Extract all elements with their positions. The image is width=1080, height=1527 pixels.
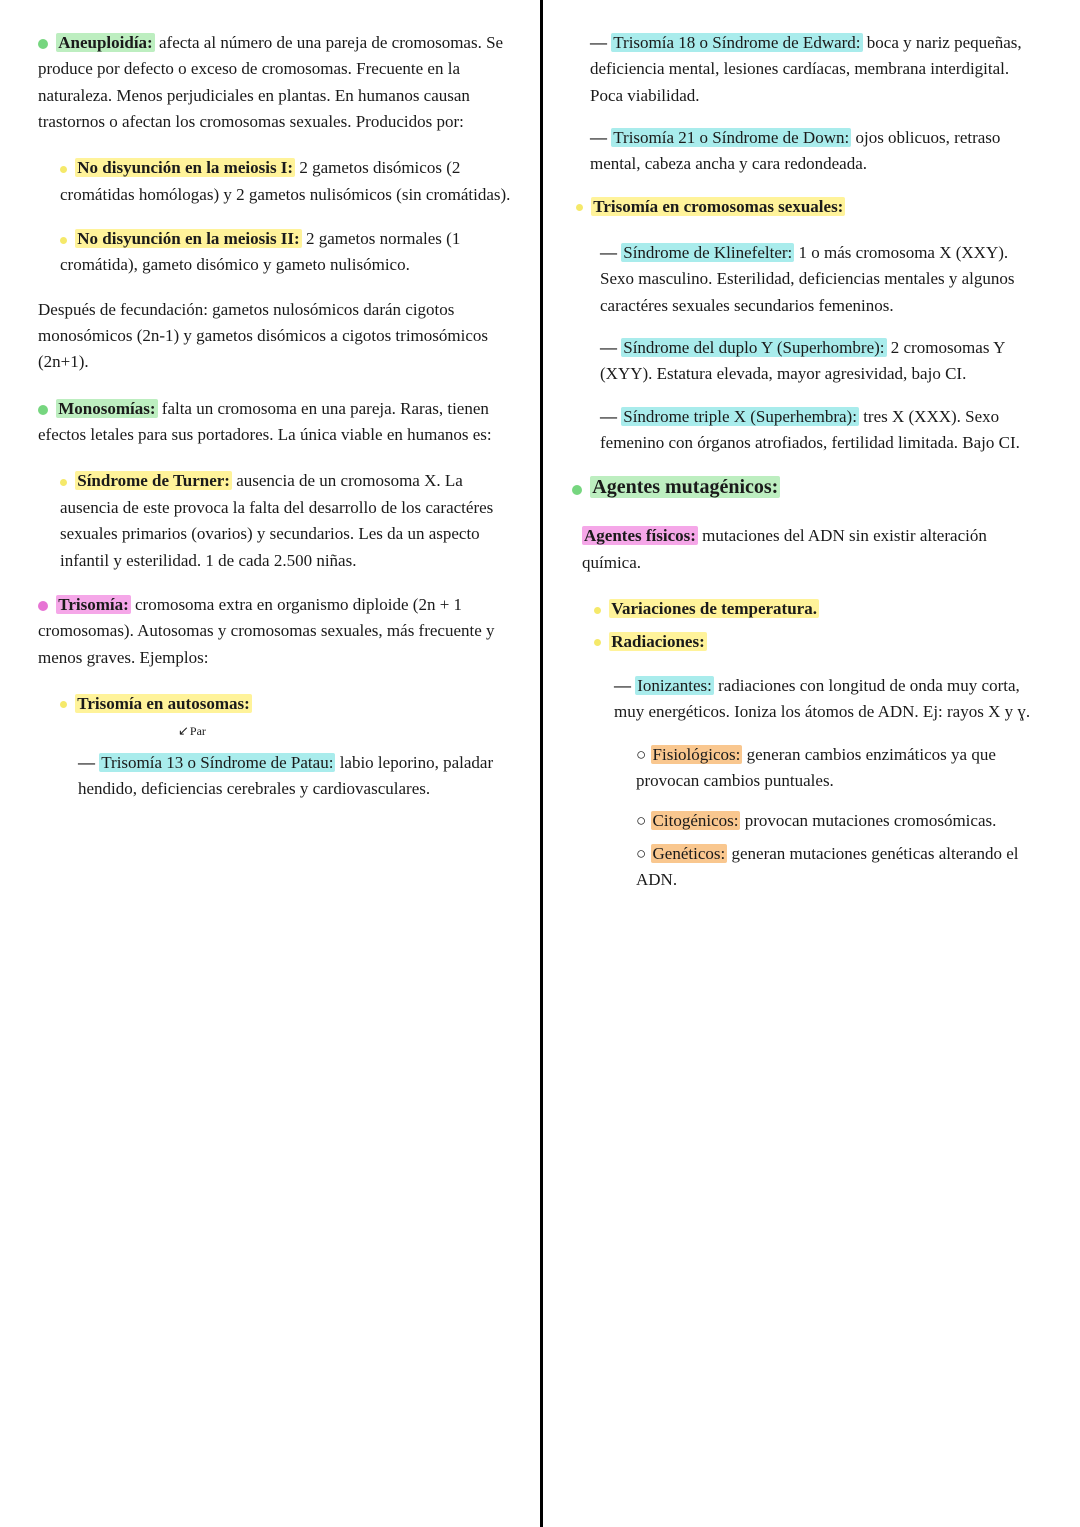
bullet-yellow-icon <box>594 639 601 646</box>
no-disyuncion-ii-term: No disyunción en la meiosis II: <box>75 229 301 248</box>
monosomias-term: Monosomías: <box>56 399 157 418</box>
dash-icon: — <box>600 407 617 426</box>
fisiologicos-term: Fisiológicos: <box>651 745 743 764</box>
trisomia-term: Trisomía: <box>56 595 131 614</box>
variaciones-temperatura: Variaciones de temperatura. <box>594 596 1046 622</box>
bullet-yellow-icon <box>594 607 601 614</box>
bullet-yellow-icon <box>60 701 67 708</box>
turner-term: Síndrome de Turner: <box>75 471 232 490</box>
dash-icon: — <box>78 753 95 772</box>
trisomia-autosomas-term: Trisomía en autosomas: <box>75 694 252 713</box>
agentes-fisicos-block: Agentes físicos: mutaciones del ADN sin … <box>582 523 1046 576</box>
dash-icon: — <box>590 33 607 52</box>
patau-block: — Trisomía 13 o Síndrome de Patau: labio… <box>78 750 512 803</box>
bullet-green-icon <box>38 405 48 415</box>
ionizantes-block: — Ionizantes: radiaciones con longitud d… <box>614 673 1046 726</box>
monosomias-block: Monosomías: falta un cromosoma en una pa… <box>38 396 512 449</box>
fisiologicos-block: ○ Fisiológicos: generan cambios enzimáti… <box>636 742 1046 795</box>
ionizantes-term: Ionizantes: <box>635 676 714 695</box>
citogenicos-body: provocan mutaciones cromosómicas. <box>740 811 996 830</box>
agentes-mutagenicos-heading: Agentes mutagénicos: <box>572 472 1046 503</box>
xxx-block: — Síndrome triple X (Superhembra): tres … <box>600 404 1046 457</box>
klinefelter-block: — Síndrome de Klinefelter: 1 o más cromo… <box>600 240 1046 319</box>
trisomia-sexuales-heading: Trisomía en cromosomas sexuales: <box>576 194 1046 220</box>
down-term: Trisomía 21 o Síndrome de Down: <box>611 128 851 147</box>
xxx-term: Síndrome triple X (Superhembra): <box>621 407 859 426</box>
bullet-green-icon <box>572 485 582 495</box>
despues-fecundacion: Después de fecundación: gametos nulosómi… <box>38 297 512 376</box>
citogenicos-block: ○ Citogénicos: provocan mutaciones cromo… <box>636 808 1046 834</box>
radiaciones-term: Radiaciones: <box>609 632 707 651</box>
dash-icon: — <box>600 243 617 262</box>
xyy-term: Síndrome del duplo Y (Superhombre): <box>621 338 886 357</box>
left-column: Aneuploidía: afecta al número de una par… <box>0 0 540 1527</box>
no-disyuncion-i: No disyunción en la meiosis I: 2 gametos… <box>60 155 512 208</box>
bullet-yellow-icon <box>576 204 583 211</box>
radiaciones-heading: Radiaciones: <box>594 629 1046 655</box>
bullet-green-icon <box>38 39 48 49</box>
circle-icon: ○ <box>636 844 651 863</box>
par-annotation: Par <box>178 721 206 741</box>
klinefelter-term: Síndrome de Klinefelter: <box>621 243 794 262</box>
aneuploidia-block: Aneuploidía: afecta al número de una par… <box>38 30 512 135</box>
variaciones-temp-term: Variaciones de temperatura. <box>609 599 819 618</box>
circle-icon: ○ <box>636 811 651 830</box>
agentes-fisicos-term: Agentes físicos: <box>582 526 698 545</box>
geneticos-term: Genéticos: <box>651 844 728 863</box>
dash-icon: — <box>590 128 607 147</box>
right-column: — Trisomía 18 o Síndrome de Edward: boca… <box>540 0 1080 1527</box>
turner-block: Síndrome de Turner: ausencia de un cromo… <box>60 468 512 573</box>
aneuploidia-term: Aneuploidía: <box>56 33 154 52</box>
trisomia-block: Trisomía: cromosoma extra en organismo d… <box>38 592 512 671</box>
bullet-yellow-icon <box>60 237 67 244</box>
xyy-block: — Síndrome del duplo Y (Superhombre): 2 … <box>600 335 1046 388</box>
down-block: — Trisomía 21 o Síndrome de Down: ojos o… <box>590 125 1046 178</box>
circle-icon: ○ <box>636 745 651 764</box>
bullet-pink-icon <box>38 601 48 611</box>
annotation-par: Par <box>178 721 512 747</box>
bullet-yellow-icon <box>60 166 67 173</box>
bullet-yellow-icon <box>60 479 67 486</box>
vertical-divider <box>540 0 543 1527</box>
no-disyuncion-i-term: No disyunción en la meiosis I: <box>75 158 295 177</box>
dash-icon: — <box>614 676 631 695</box>
dash-icon: — <box>600 338 617 357</box>
trisomia-autosomas-heading: Trisomía en autosomas: <box>60 691 512 717</box>
agentes-mutagenicos-term: Agentes mutagénicos: <box>590 476 780 498</box>
no-disyuncion-ii: No disyunción en la meiosis II: 2 gameto… <box>60 226 512 279</box>
edward-term: Trisomía 18 o Síndrome de Edward: <box>611 33 862 52</box>
citogenicos-term: Citogénicos: <box>651 811 741 830</box>
trisomia-sexuales-term: Trisomía en cromosomas sexuales: <box>591 197 845 216</box>
geneticos-block: ○ Genéticos: generan mutaciones genética… <box>636 841 1046 894</box>
edward-block: — Trisomía 18 o Síndrome de Edward: boca… <box>590 30 1046 109</box>
patau-term: Trisomía 13 o Síndrome de Patau: <box>99 753 335 772</box>
